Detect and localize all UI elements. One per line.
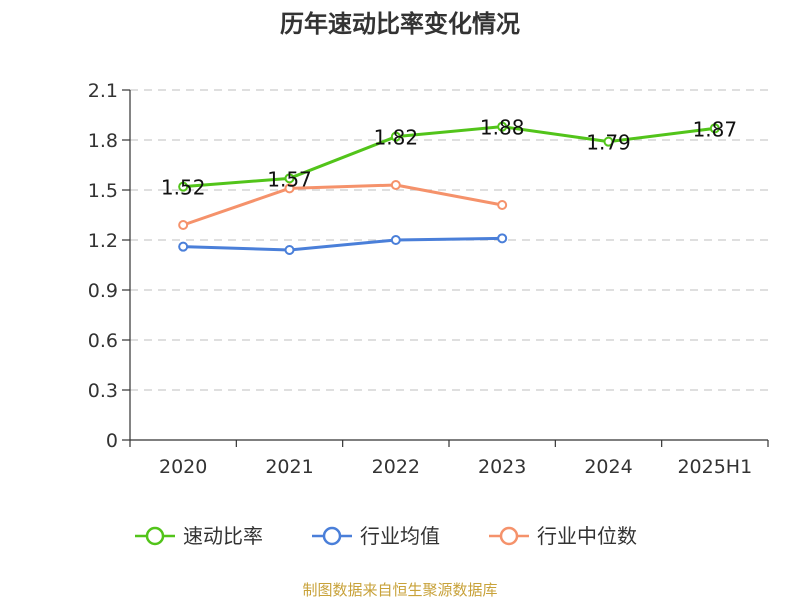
x-tick-label: 2024 [584,456,632,478]
legend-label: 行业均值 [360,524,440,548]
data-label: 1.52 [161,176,206,200]
y-tick-label: 2.1 [88,80,118,102]
data-point [284,183,295,194]
x-tick-label: 2022 [372,456,420,478]
data-point [390,180,401,190]
data-point [497,200,508,210]
data-label: 1.87 [693,117,738,141]
data-point [178,241,189,252]
axes: 0 0.3 0.6 0.9 1.2 1.5 1.8 2.1 2020 2021 2022 2023 20… [88,80,769,478]
y-tick-label: 1.2 [88,230,118,252]
series-line [183,236,503,252]
data-point [603,136,614,147]
data-point [497,121,508,132]
data-label: 1.88 [480,116,525,140]
legend-marker [322,526,342,546]
data-label: 1.82 [374,126,419,150]
legend: 速动比率 行业均值 行业中位数 [135,524,637,548]
data-point [284,245,295,255]
data-label: 1.57 [267,167,312,191]
y-tick-label: 0.6 [88,330,118,352]
x-tick-label: 2023 [478,456,526,478]
y-tick-label: 0.3 [88,380,118,402]
data-point [178,220,189,230]
data-point [709,123,720,134]
data-point [497,233,508,244]
series-line [182,183,503,227]
legend-label: 行业中位数 [537,524,637,548]
legend-marker [145,526,165,546]
y-tick-label: 1.8 [88,130,118,152]
data-point [390,235,401,245]
chart-title: 历年速动比率变化情况 [280,10,520,38]
data-label: 1.79 [586,131,631,155]
x-tick-label: 2025H1 [677,456,752,478]
y-tick-label: 0.9 [88,280,118,302]
legend-label: 速动比率 [183,524,263,548]
data-point [178,181,189,192]
x-tick-label: 2020 [159,456,207,478]
data-point [390,131,401,142]
legend-item[interactable]: 行业均值 [312,524,440,548]
series-layer: 1.52 1.57 1.82 1.88 1.79 1.87 [161,116,738,255]
x-tick-label: 2021 [265,456,313,478]
legend-marker [499,526,519,546]
legend-item[interactable]: 速动比率 [135,524,263,548]
y-tick-label: 1.5 [88,180,118,202]
y-tick-label: 0 [106,430,118,452]
series-line [183,125,716,189]
legend-item[interactable]: 行业中位数 [489,524,637,548]
data-point [284,173,295,184]
source-note: 制图数据来自恒生聚源数据库 [302,581,497,599]
